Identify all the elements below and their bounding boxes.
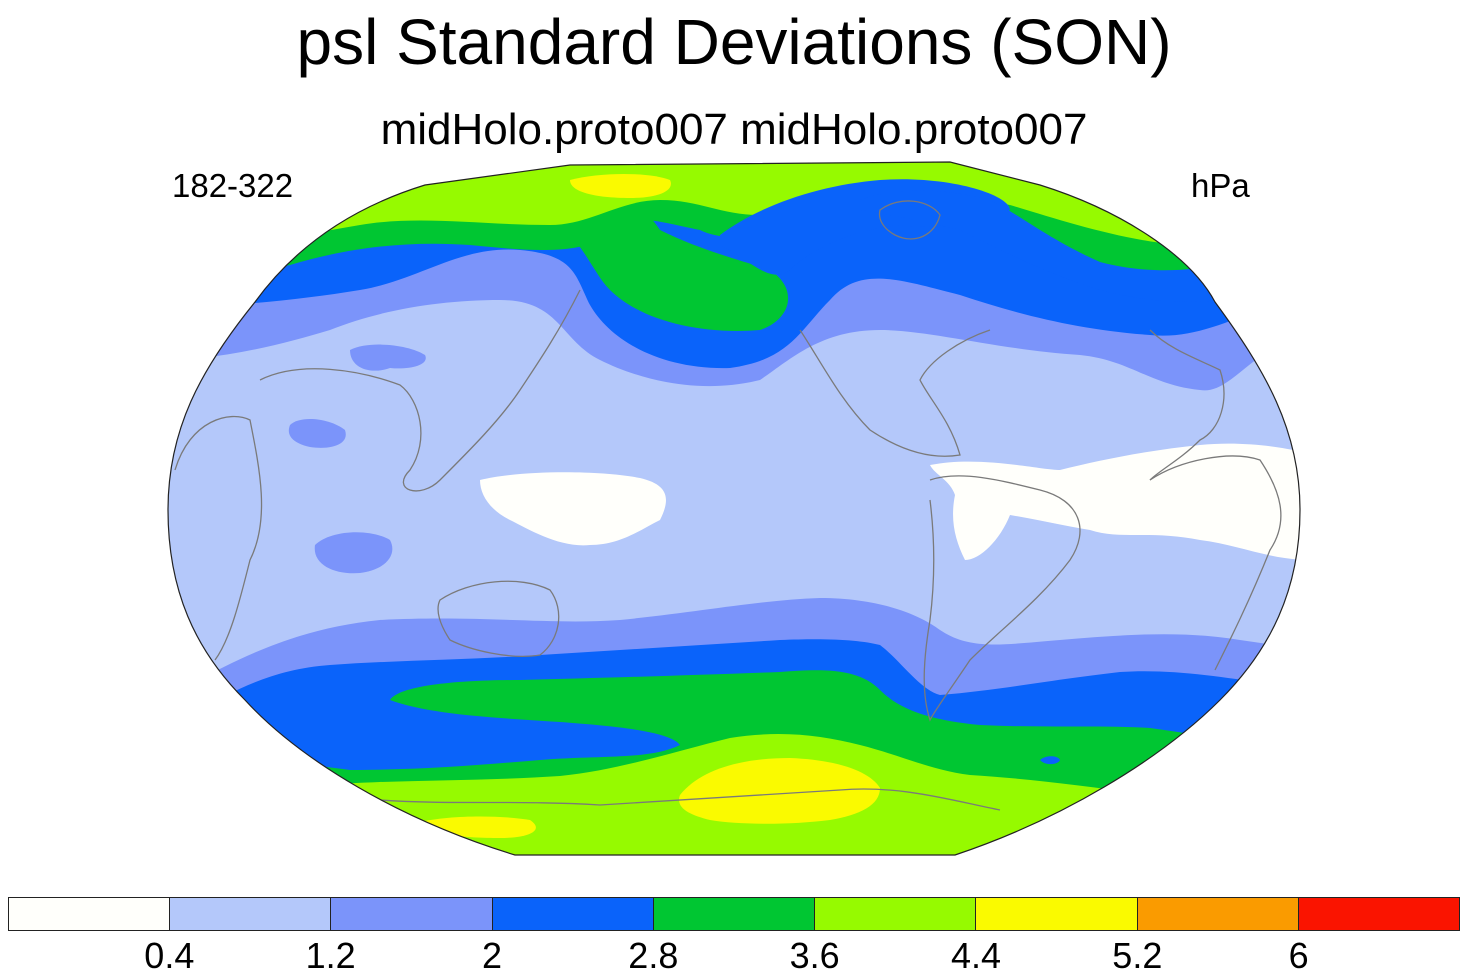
colorbar-box-8: [1137, 898, 1299, 930]
coast-africa-east: [1149, 455, 1282, 671]
colorbar-box-1: [9, 898, 171, 930]
coast-africa: [174, 415, 263, 661]
colorbar-tick-label: 2.8: [628, 935, 679, 976]
globe-outline: [167, 161, 1301, 856]
coast-greenland: [878, 200, 941, 240]
colorbar-tick-label: 4.4: [950, 935, 1002, 976]
tropical-pacific-white: [480, 472, 666, 546]
colorbar-tick-label: 3.6: [789, 935, 840, 976]
coast-australia: [437, 580, 560, 657]
map-title: psl Standard Deviations (SON): [296, 6, 1172, 78]
colorbar-tick-label: 2: [481, 935, 503, 976]
colorbar-tick-label: 1.2: [305, 935, 356, 976]
colorbar-box-9: [1298, 898, 1459, 930]
units-label: hPa: [1191, 167, 1250, 204]
north-atlantic-blue: [860, 190, 1220, 302]
coast-south-america: [923, 475, 1081, 722]
colorbar-box-5: [653, 898, 816, 930]
coastlines: [174, 200, 1282, 811]
colorbar-box-3: [331, 898, 493, 930]
colorbar-box-4: [492, 898, 654, 930]
colorbar-tick-label: 6: [1288, 935, 1309, 976]
south-atlantic-blue-dot: [1040, 756, 1060, 765]
coast-asia: [259, 289, 581, 492]
india-patch-2p0: [288, 418, 346, 448]
colorbar-box-6: [815, 898, 977, 930]
colorbar-box-7: [976, 898, 1138, 930]
coast-north-america: [799, 329, 991, 457]
north-band-4p4: [168, 162, 1300, 260]
map-subtitle: midHolo.proto007 midHolo.proto007: [380, 105, 1088, 154]
colorbar-box-2: [170, 898, 332, 930]
colorbar-tick-label: 5.2: [1112, 935, 1163, 976]
indian-ocean-patch-2p0: [314, 532, 393, 574]
arctic-yellow: [570, 174, 671, 198]
coast-antarctica: [379, 788, 1001, 811]
asia-patch-2p0: [350, 344, 426, 371]
south-band-5p2: [679, 758, 880, 824]
contour-fill: [168, 162, 1300, 855]
time-range-label: 182-322: [172, 167, 294, 204]
tropical-atlantic-white: [930, 443, 1300, 560]
colorbar: [8, 897, 1460, 931]
coast-europe: [1149, 329, 1225, 481]
colorbar-tick-label: 0.4: [144, 935, 195, 976]
